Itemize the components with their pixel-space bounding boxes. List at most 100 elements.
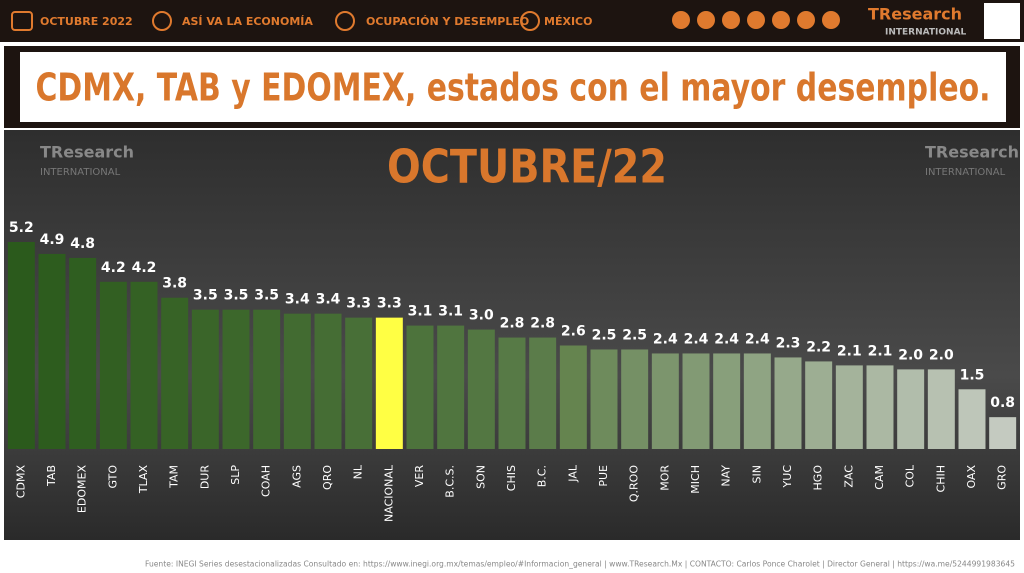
title-band bbox=[20, 52, 1006, 122]
value-label: 2.5 bbox=[592, 327, 617, 343]
value-label: 4.9 bbox=[40, 232, 65, 248]
x-tick-label: MOR bbox=[658, 465, 671, 491]
x-tick-label: NL bbox=[352, 464, 365, 479]
nav: OCTUBRE 2022 ASÍ VA LA ECONOMÍA OCUPACIÓ… bbox=[11, 3, 1020, 39]
icon bbox=[11, 11, 33, 31]
x-tick-label: JAL bbox=[566, 464, 579, 483]
bar bbox=[774, 357, 802, 449]
value-label: 5.2 bbox=[9, 220, 34, 236]
nav-country: MÉXICO bbox=[544, 15, 592, 28]
value-label: 3.0 bbox=[469, 308, 494, 324]
brand: TResearch bbox=[868, 5, 962, 24]
x-tick-label: CHIS bbox=[505, 465, 518, 491]
x-tick-label: VER bbox=[413, 465, 426, 487]
value-label: 3.4 bbox=[285, 292, 310, 308]
value-label: 3.8 bbox=[162, 276, 187, 292]
value-label: 2.5 bbox=[622, 327, 647, 343]
value-label: 3.3 bbox=[377, 296, 402, 312]
bar bbox=[7, 242, 35, 449]
x-tick-label: YUC bbox=[781, 465, 794, 489]
value-label: 2.8 bbox=[500, 316, 525, 332]
value-label: 3.4 bbox=[316, 292, 341, 308]
x-tick-label: DUR bbox=[198, 465, 211, 490]
chart-subtitle: OCTUBRE/22 bbox=[387, 140, 667, 194]
watermark-sub: INTERNATIONAL bbox=[40, 167, 121, 178]
brand-sub: INTERNATIONAL bbox=[885, 28, 967, 38]
bar bbox=[345, 317, 373, 449]
bar bbox=[621, 349, 649, 449]
x-tick-label: QRO bbox=[321, 465, 334, 490]
bar bbox=[38, 253, 66, 449]
x-tick-label: B.C.S. bbox=[444, 465, 457, 498]
x-tick-label: SON bbox=[474, 465, 487, 489]
x-tick-label: CDMX bbox=[14, 465, 27, 499]
bar bbox=[161, 297, 189, 449]
bar bbox=[713, 353, 741, 449]
value-label: 1.5 bbox=[960, 367, 985, 383]
icon bbox=[152, 11, 172, 31]
icon bbox=[747, 11, 765, 29]
value-label: 4.2 bbox=[101, 260, 126, 276]
chart-title: CDMX, TAB y EDOMEX, estados con el mayor… bbox=[36, 66, 991, 110]
x-tick-label: SLP bbox=[229, 465, 242, 485]
bar bbox=[682, 353, 710, 449]
x-tick-label: SIN bbox=[750, 465, 763, 483]
x-tick-label: NACIONAL bbox=[382, 464, 395, 522]
x-tick-label: OAX bbox=[965, 465, 978, 489]
value-label: 3.1 bbox=[438, 304, 463, 320]
icon bbox=[822, 11, 840, 29]
value-label: 2.4 bbox=[653, 331, 678, 347]
bar bbox=[130, 281, 158, 449]
value-label: 3.1 bbox=[408, 304, 433, 320]
bar bbox=[253, 309, 281, 449]
icon bbox=[797, 11, 815, 29]
qr-code bbox=[984, 3, 1020, 39]
watermark-sub: INTERNATIONAL bbox=[925, 167, 1006, 178]
icon bbox=[335, 11, 355, 31]
bar bbox=[958, 389, 986, 449]
icon bbox=[772, 11, 790, 29]
bar bbox=[283, 313, 311, 449]
icon bbox=[520, 11, 540, 31]
value-label: 2.2 bbox=[806, 339, 831, 355]
bar bbox=[927, 369, 955, 449]
bar bbox=[989, 417, 1017, 449]
bar bbox=[866, 365, 894, 449]
bar bbox=[498, 337, 526, 449]
bar bbox=[897, 369, 925, 449]
bar bbox=[559, 345, 587, 449]
value-label: 2.4 bbox=[714, 331, 739, 347]
bar bbox=[743, 353, 771, 449]
value-label: 2.0 bbox=[929, 347, 954, 363]
value-label: 3.3 bbox=[346, 296, 371, 312]
bar bbox=[835, 365, 863, 449]
bar bbox=[529, 337, 557, 449]
value-label: 2.4 bbox=[684, 331, 709, 347]
bar bbox=[467, 329, 495, 449]
value-label: 2.1 bbox=[868, 343, 893, 359]
bar bbox=[69, 257, 97, 449]
x-tick-label: HGO bbox=[812, 465, 825, 491]
x-tick-label: TLAX bbox=[137, 465, 150, 495]
value-label: 2.6 bbox=[561, 324, 586, 340]
x-tick-label: ZAC bbox=[842, 465, 855, 488]
bar bbox=[314, 313, 342, 449]
bar bbox=[99, 281, 127, 449]
bar bbox=[406, 325, 434, 449]
x-tick-label: MICH bbox=[689, 465, 702, 494]
x-tick-label: CHIH bbox=[934, 465, 947, 492]
value-label: 3.5 bbox=[193, 288, 218, 304]
x-tick-label: B.C. bbox=[536, 465, 549, 487]
bar bbox=[437, 325, 465, 449]
icon bbox=[697, 11, 715, 29]
x-tick-label: COAH bbox=[260, 465, 273, 497]
x-tick-label: PUE bbox=[597, 465, 610, 487]
nav-topic: OCUPACIÓN Y DESEMPLEO bbox=[366, 15, 529, 28]
x-tick-label: COL bbox=[904, 464, 917, 487]
value-label: 2.4 bbox=[745, 331, 770, 347]
x-tick-label: GRO bbox=[996, 465, 1009, 490]
value-label: 4.8 bbox=[70, 236, 95, 252]
bar bbox=[222, 309, 250, 449]
bar bbox=[375, 317, 403, 449]
